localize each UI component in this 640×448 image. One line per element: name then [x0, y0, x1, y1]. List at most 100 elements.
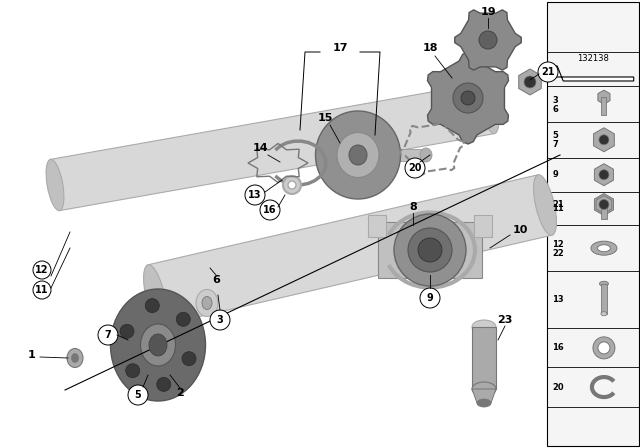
Circle shape	[210, 310, 230, 330]
Ellipse shape	[598, 245, 611, 252]
Text: 20: 20	[408, 163, 422, 173]
Ellipse shape	[46, 159, 64, 211]
Bar	[547, 2, 639, 446]
Polygon shape	[595, 194, 614, 215]
Ellipse shape	[349, 145, 367, 165]
Text: 11: 11	[35, 285, 49, 295]
Ellipse shape	[111, 289, 205, 401]
Polygon shape	[472, 389, 496, 403]
Text: 19: 19	[480, 7, 496, 17]
Circle shape	[599, 135, 609, 145]
Text: 3: 3	[216, 315, 223, 325]
Ellipse shape	[591, 241, 617, 255]
Circle shape	[599, 199, 609, 210]
Text: 5: 5	[552, 131, 558, 140]
Ellipse shape	[461, 91, 475, 105]
Polygon shape	[428, 52, 508, 144]
Ellipse shape	[600, 281, 609, 286]
Circle shape	[408, 228, 452, 272]
Text: 22: 22	[552, 249, 564, 258]
Circle shape	[598, 342, 610, 354]
Text: 20: 20	[552, 383, 564, 392]
Ellipse shape	[472, 320, 496, 334]
Text: 23: 23	[497, 315, 513, 325]
Text: 21: 21	[541, 67, 555, 77]
Circle shape	[283, 176, 301, 194]
Circle shape	[125, 364, 140, 378]
Polygon shape	[519, 69, 541, 95]
Bar	[396, 149, 426, 161]
Text: 18: 18	[422, 43, 438, 53]
Text: 13: 13	[552, 295, 564, 304]
Polygon shape	[593, 128, 614, 152]
Text: 2: 2	[176, 388, 184, 398]
Text: 11: 11	[552, 204, 564, 213]
Bar	[601, 205, 607, 219]
Text: 5: 5	[134, 390, 141, 400]
Text: 9: 9	[552, 170, 558, 179]
Polygon shape	[51, 82, 495, 211]
Ellipse shape	[196, 289, 218, 316]
Circle shape	[33, 281, 51, 299]
Circle shape	[524, 76, 536, 88]
Text: 13: 13	[248, 190, 262, 200]
Text: 17: 17	[332, 43, 348, 53]
Ellipse shape	[534, 175, 556, 235]
Ellipse shape	[72, 353, 79, 362]
Ellipse shape	[143, 265, 166, 325]
Ellipse shape	[601, 312, 607, 316]
Bar	[474, 215, 492, 237]
Text: 15: 15	[317, 113, 333, 123]
Text: 132138: 132138	[577, 54, 609, 63]
Circle shape	[176, 312, 190, 326]
Ellipse shape	[420, 148, 432, 162]
Polygon shape	[378, 222, 482, 278]
Circle shape	[593, 337, 615, 359]
Circle shape	[245, 185, 265, 205]
Ellipse shape	[141, 324, 175, 366]
Polygon shape	[455, 10, 521, 70]
Ellipse shape	[337, 133, 379, 177]
Text: 8: 8	[409, 202, 417, 212]
Ellipse shape	[479, 31, 497, 49]
Bar	[602, 97, 607, 115]
Ellipse shape	[481, 82, 499, 134]
Text: 6: 6	[552, 105, 558, 114]
Text: 12: 12	[552, 240, 564, 249]
Text: 14: 14	[252, 143, 268, 153]
Circle shape	[145, 299, 159, 313]
Circle shape	[420, 288, 440, 308]
Polygon shape	[596, 195, 612, 214]
Ellipse shape	[149, 334, 167, 356]
Circle shape	[288, 181, 296, 189]
Ellipse shape	[472, 382, 496, 396]
Bar	[472, 327, 496, 389]
Ellipse shape	[316, 111, 401, 199]
Bar	[601, 284, 607, 314]
Text: 7: 7	[552, 140, 558, 149]
Polygon shape	[598, 90, 610, 104]
Circle shape	[157, 377, 171, 392]
Ellipse shape	[202, 297, 212, 310]
Circle shape	[182, 352, 196, 366]
Polygon shape	[552, 66, 634, 81]
Text: 1: 1	[28, 350, 36, 360]
Circle shape	[538, 62, 558, 82]
Text: 12: 12	[35, 265, 49, 275]
Text: 16: 16	[552, 343, 564, 353]
Text: 9: 9	[427, 293, 433, 303]
Circle shape	[394, 214, 466, 286]
Bar	[368, 215, 386, 237]
Ellipse shape	[67, 349, 83, 367]
Circle shape	[98, 325, 118, 345]
Text: 21: 21	[552, 200, 564, 209]
Circle shape	[599, 170, 609, 180]
Polygon shape	[595, 164, 614, 186]
Text: 10: 10	[512, 225, 528, 235]
Ellipse shape	[453, 83, 483, 113]
Text: 6: 6	[212, 275, 220, 285]
Text: 7: 7	[104, 330, 111, 340]
Text: 16: 16	[263, 205, 276, 215]
Circle shape	[418, 238, 442, 262]
Circle shape	[128, 385, 148, 405]
